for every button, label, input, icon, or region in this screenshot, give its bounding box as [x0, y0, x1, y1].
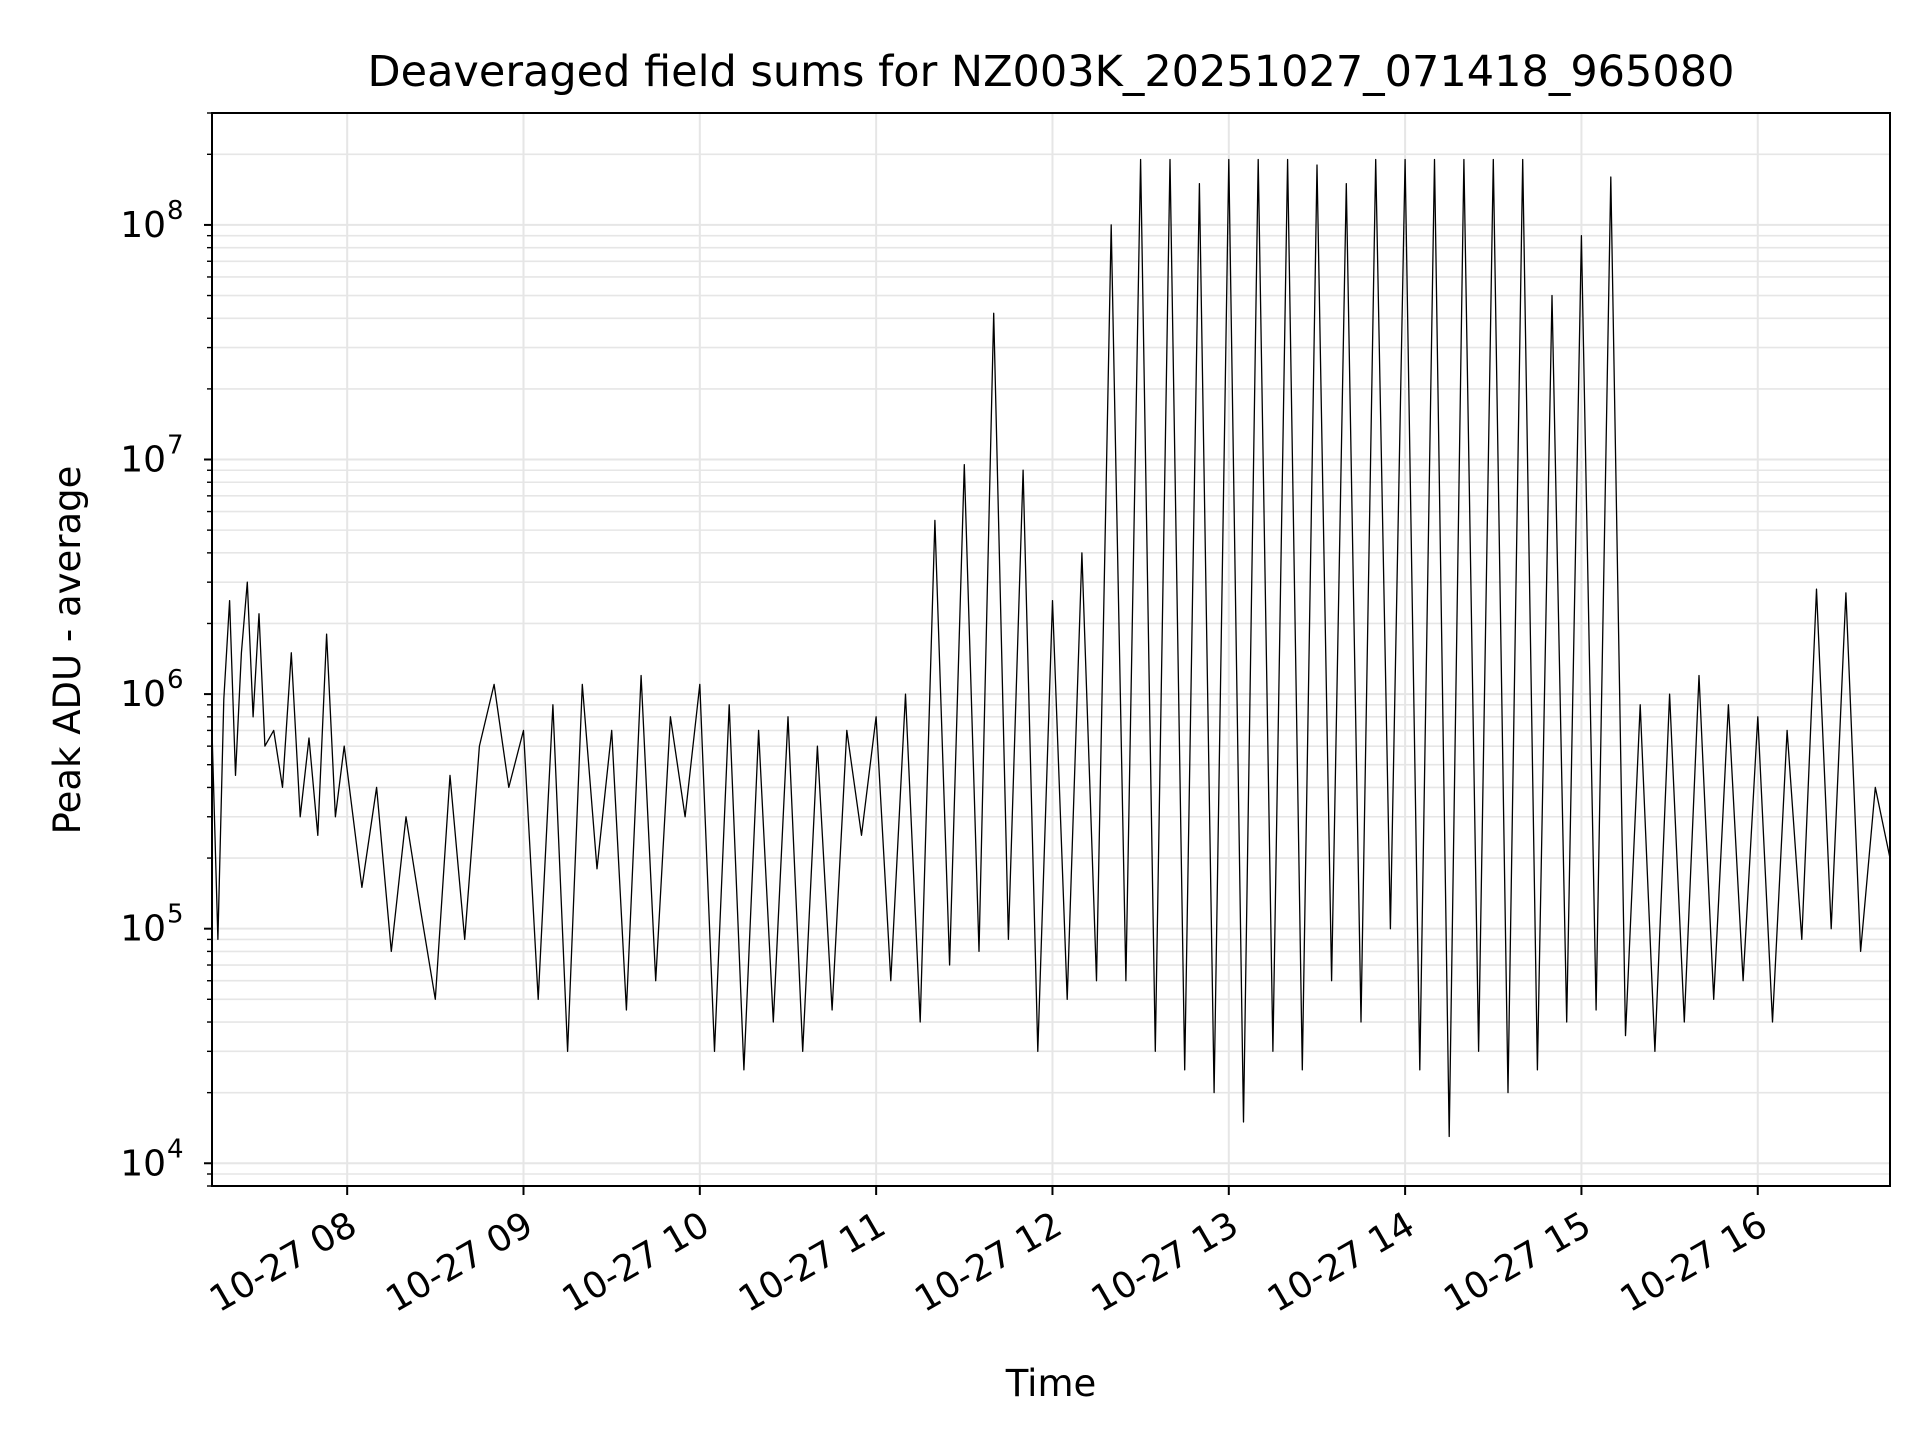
y-tick-label: 10	[120, 440, 166, 481]
y-tick-exponent: 7	[167, 431, 184, 461]
chart-title: Deaveraged field sums for NZ003K_2025102…	[368, 47, 1735, 97]
y-tick-exponent: 8	[167, 196, 184, 226]
y-tick-label: 10	[120, 674, 166, 715]
series-layer	[211, 158, 1891, 1138]
y-axis-label: Peak ADU - average	[46, 466, 89, 835]
y-tick-label: 10	[120, 205, 166, 246]
y-tick-exponent: 6	[167, 665, 184, 695]
y-tick-label: 10	[120, 909, 166, 950]
y-tick-label: 10	[120, 1143, 166, 1184]
x-axis-label: Time	[1005, 1362, 1097, 1405]
y-tick-exponent: 5	[167, 900, 184, 930]
series-line	[211, 158, 1891, 1138]
plot-frame	[211, 112, 1891, 1187]
y-tick-exponent: 4	[167, 1134, 184, 1164]
